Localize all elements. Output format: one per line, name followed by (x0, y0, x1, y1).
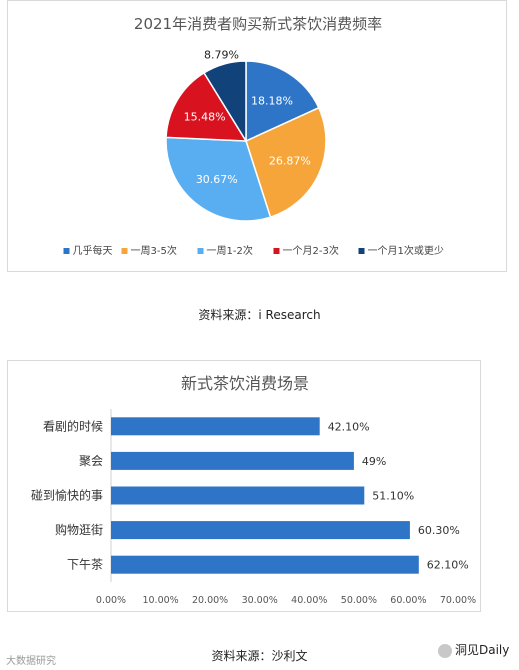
watermark-bottom-right: 洞见Daily (438, 641, 509, 658)
category-label: 看剧的时候 (43, 418, 103, 433)
bar (111, 417, 320, 436)
watermark-account-name: 洞见Daily (455, 643, 510, 657)
pie-data-label: 8.79% (204, 48, 239, 61)
pie-slice (245, 60, 320, 143)
legend-label: 一周1-2次 (207, 244, 253, 257)
legend-swatch (121, 248, 128, 254)
legend-swatch (63, 248, 70, 254)
pie-slice (165, 71, 248, 142)
wechat-logo-icon (438, 643, 452, 658)
bar (111, 451, 354, 470)
watermark-bottom-left: 大数据研究 (6, 656, 56, 667)
legend-label: 一个月1次或更少 (368, 244, 444, 257)
pie-slice (202, 60, 247, 144)
pie-title: 2021年消费者购买新式茶饮消费频率 (134, 15, 382, 33)
x-tick-label: 40.00% (291, 595, 327, 606)
legend-label: 几乎每天 (73, 244, 113, 257)
bar-data-label: 60.30% (418, 524, 460, 537)
category-label: 聚会 (79, 454, 103, 468)
legend-label: 一个月2-3次 (283, 244, 339, 257)
bar-source-note: 资料来源：沙利文 (211, 649, 308, 663)
pie-slice (245, 106, 327, 219)
pie-data-label: 18.18% (251, 95, 293, 108)
bar-data-label: 51.10% (372, 490, 414, 503)
legend-label: 一周3-5次 (131, 244, 177, 257)
pie-source-note: 资料来源：i Research (198, 308, 321, 322)
legend-swatch (273, 248, 280, 254)
x-tick-label: 30.00% (242, 595, 278, 606)
x-tick-label: 50.00% (341, 595, 377, 606)
x-tick-label: 20.00% (192, 595, 228, 606)
pie-chart-panel: 2021年消费者购买新式茶饮消费频率 18.18% 26.87% 30.67% 15.4… (7, 0, 507, 272)
bar-chart-panel: 新式茶饮消费场景看剧的时候 42.10% 聚会 49% 碰到愉快的事 51.10% 购物逛街… (7, 360, 481, 612)
x-tick-label: 70.00% (440, 595, 476, 606)
category-label: 下午茶 (67, 557, 103, 572)
bar (111, 486, 365, 505)
category-label: 购物逛街 (55, 522, 103, 537)
pie-data-label: 26.87% (269, 154, 311, 167)
bar-data-label: 49% (362, 455, 386, 468)
bar-data-label: 42.10% (328, 420, 370, 433)
bar-data-label: 62.10% (427, 559, 469, 572)
pie-chart: 2021年消费者购买新式茶饮消费频率 18.18% 26.87% 30.67% 15.4… (63, 15, 444, 257)
legend-swatch (358, 248, 365, 254)
bar (111, 521, 410, 540)
category-label: 碰到愉快的事 (31, 488, 103, 503)
pie-slice (165, 136, 272, 222)
pie-data-label: 15.48% (184, 111, 226, 124)
bar (111, 555, 419, 574)
pie-data-label: 30.67% (196, 173, 238, 186)
legend-swatch (197, 248, 204, 254)
x-tick-label: 60.00% (390, 595, 426, 606)
bar-title: 新式茶饮消费场景 (181, 374, 309, 393)
x-tick-label: 10.00% (142, 595, 178, 606)
x-tick-label: 0.00% (96, 595, 126, 606)
